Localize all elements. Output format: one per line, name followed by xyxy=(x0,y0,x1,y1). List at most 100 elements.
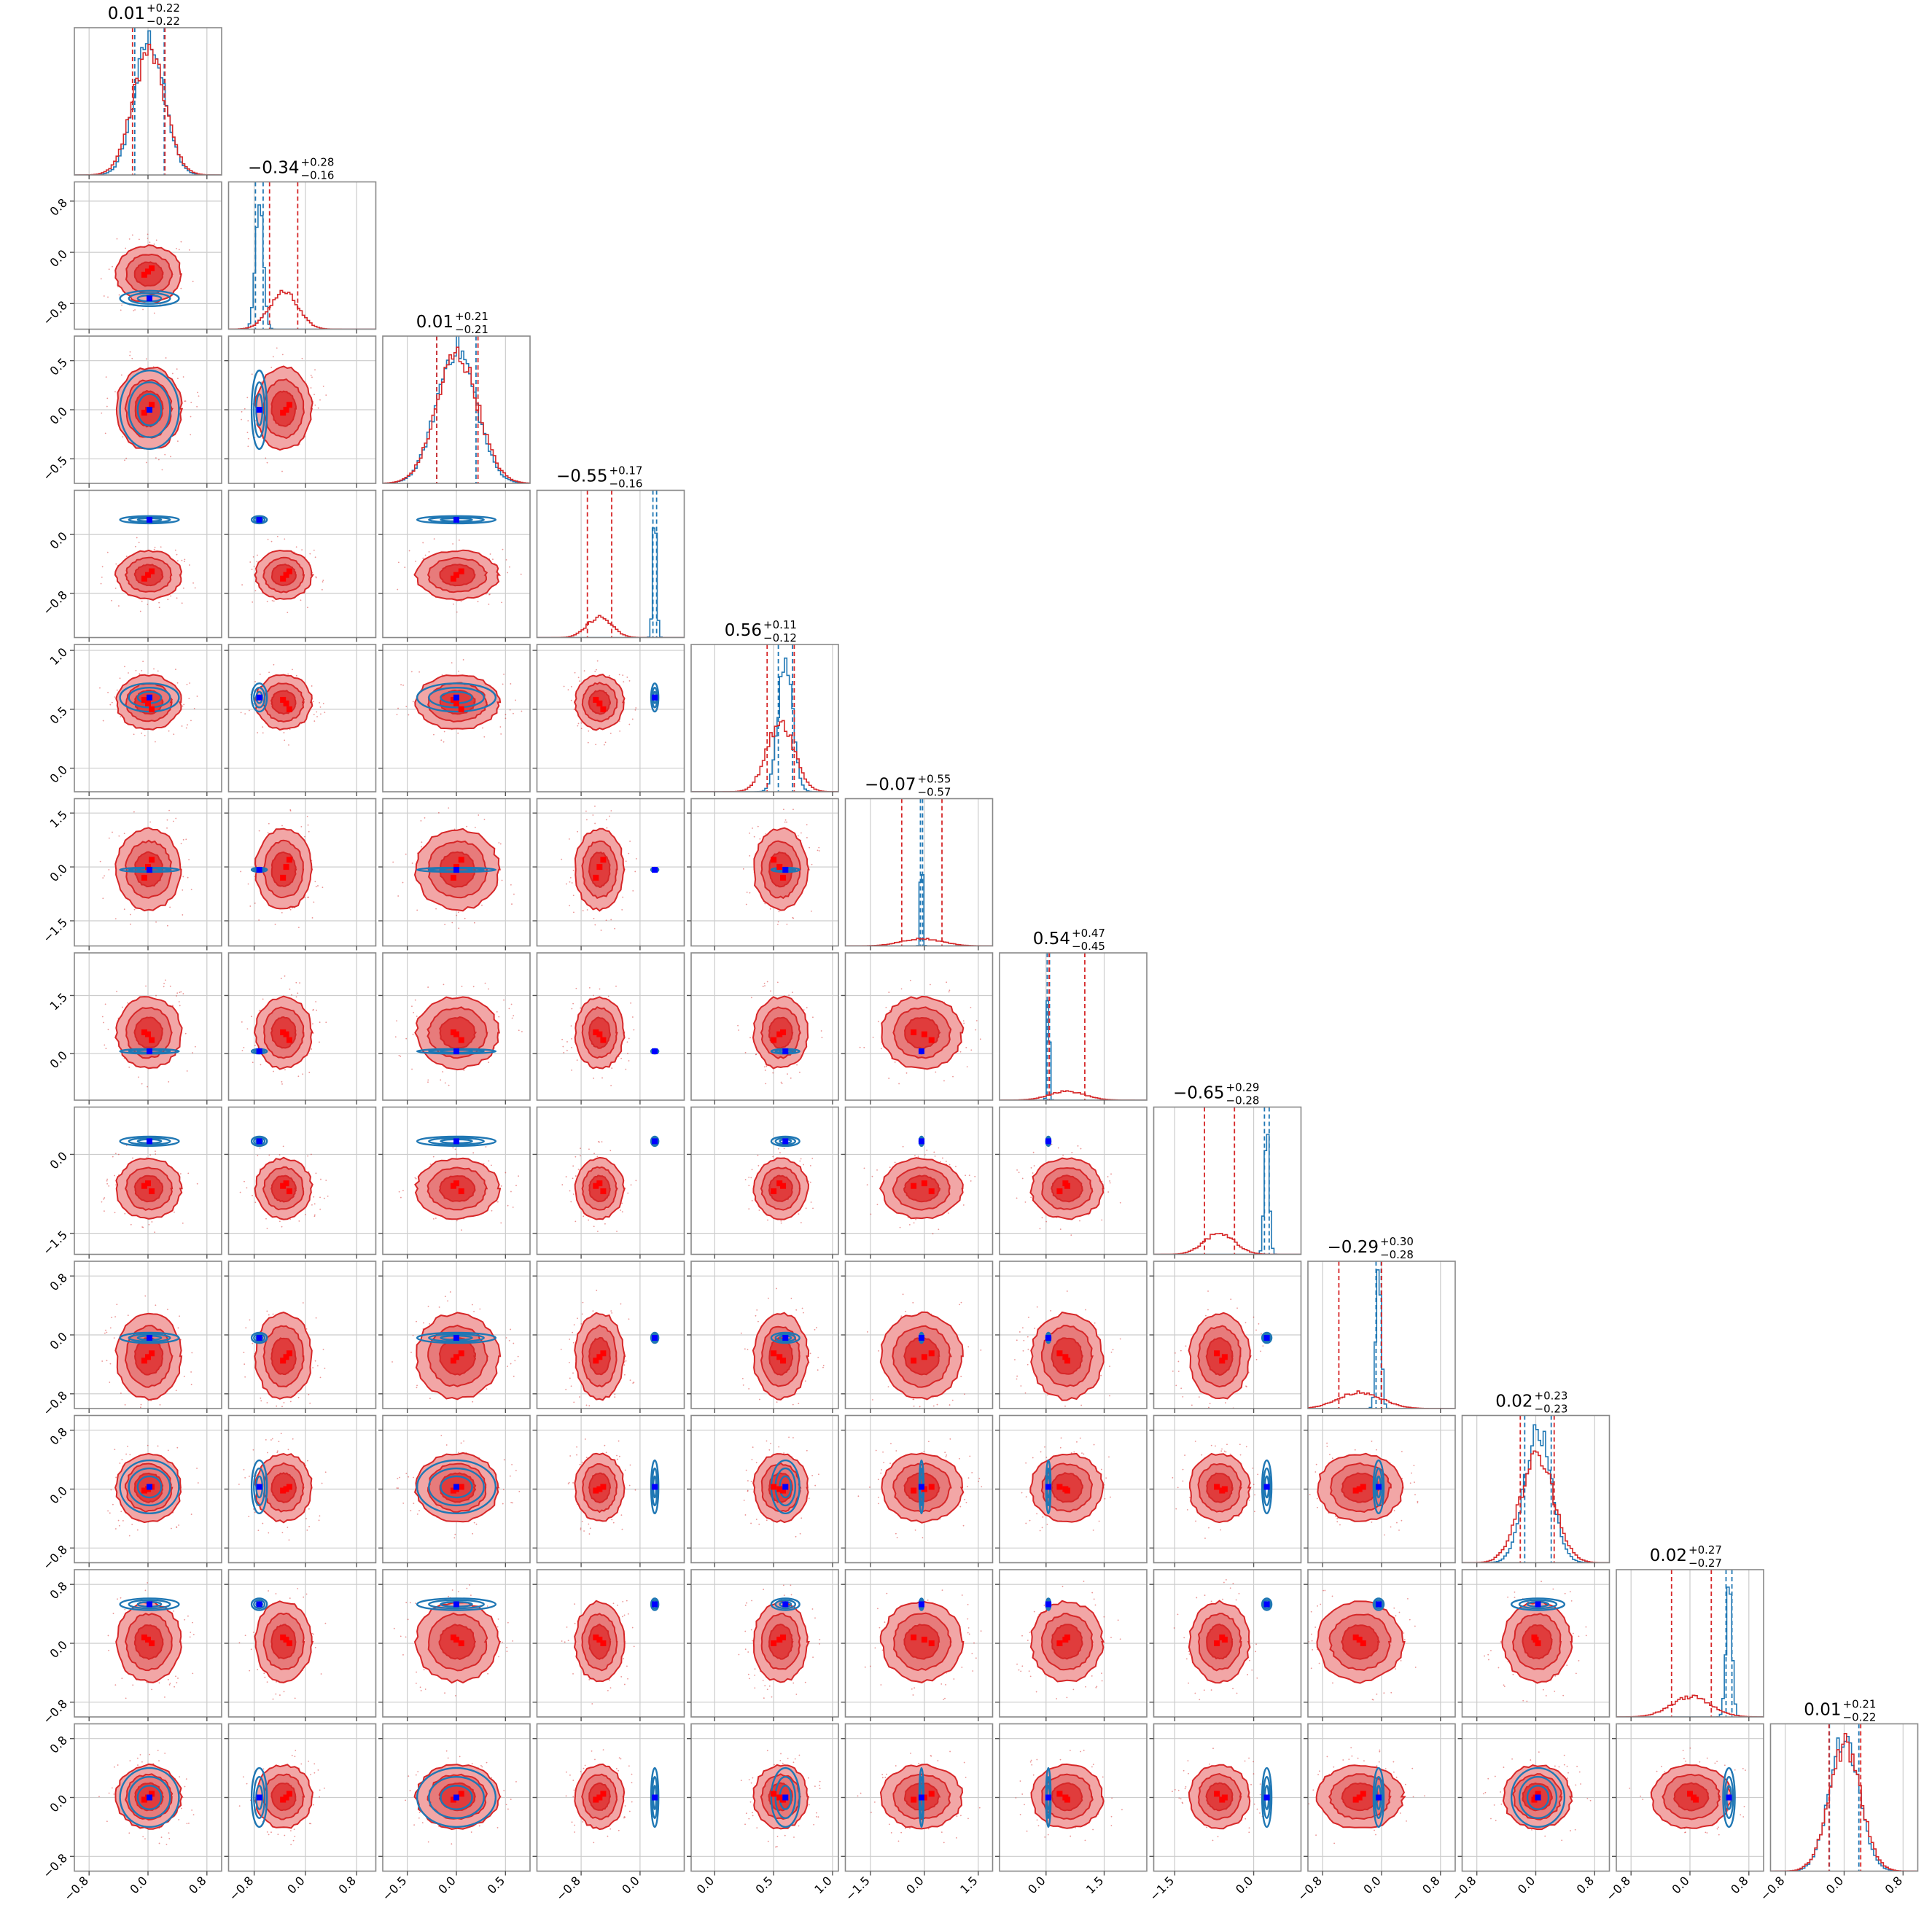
sample-dot xyxy=(634,1489,636,1491)
sample-dot xyxy=(190,1384,192,1385)
sample-dot xyxy=(486,1761,488,1764)
panel-title-value: 0.01 xyxy=(416,313,453,332)
sample-dot xyxy=(408,714,410,716)
sample-dot xyxy=(460,601,462,602)
sample-dot xyxy=(140,1406,141,1409)
sample-dot xyxy=(588,1523,590,1525)
red-truth-marker xyxy=(453,572,459,578)
sample-dot xyxy=(1210,1444,1212,1446)
sample-dot xyxy=(178,249,180,251)
sample-dot xyxy=(1016,1375,1018,1377)
blue-contour-level-0 xyxy=(250,1459,268,1515)
red-truth-marker xyxy=(600,1188,607,1194)
sample-dot xyxy=(109,1363,112,1365)
contour-panel-5-1 xyxy=(224,798,377,951)
panel-content xyxy=(383,1261,530,1409)
sample-dot xyxy=(1685,1760,1687,1762)
sample-dot xyxy=(485,1146,487,1148)
panel-content xyxy=(74,644,222,792)
panel-frame xyxy=(844,952,994,1101)
sample-dot xyxy=(398,1054,400,1056)
sample-dot xyxy=(112,265,113,268)
sample-dot xyxy=(104,1197,106,1199)
sample-dot xyxy=(748,1678,750,1680)
sample-dot xyxy=(518,1175,519,1177)
sample-dot xyxy=(259,673,261,675)
sample-dot xyxy=(322,887,324,889)
sample-dot xyxy=(509,566,510,568)
panel-frame xyxy=(227,952,377,1101)
sample-dot xyxy=(273,663,275,666)
sample-dot xyxy=(318,1519,320,1522)
sample-dot xyxy=(1248,1831,1250,1834)
panel-content xyxy=(74,953,222,1100)
red-truth-marker xyxy=(280,1183,287,1189)
sample-dot xyxy=(635,1180,637,1182)
sample-dot xyxy=(313,1804,314,1806)
sample-dot xyxy=(1573,1632,1574,1635)
sample-dot xyxy=(1021,1177,1024,1180)
sample-dot xyxy=(159,1403,161,1406)
sample-dot xyxy=(295,546,297,548)
red-truth-marker xyxy=(149,568,155,574)
sample-dot xyxy=(471,1304,473,1306)
sample-dot xyxy=(176,995,177,997)
panel-content xyxy=(1153,1415,1301,1563)
sample-dot xyxy=(103,295,105,297)
sample-dot xyxy=(416,1320,417,1323)
panel-content xyxy=(228,490,376,638)
sample-dot xyxy=(272,1698,274,1700)
red-contour-level-2 xyxy=(133,1175,164,1203)
sample-dot xyxy=(621,1528,623,1530)
sample-dot xyxy=(573,1324,575,1326)
sample-dot xyxy=(1039,1228,1041,1230)
sample-dot xyxy=(311,917,313,919)
sample-dot xyxy=(967,1346,970,1348)
sample-dot xyxy=(562,1045,564,1048)
sample-dot xyxy=(772,1072,774,1074)
sample-dot xyxy=(502,548,504,550)
sample-dot xyxy=(753,835,755,838)
sample-dot xyxy=(577,725,579,727)
red-truth-marker xyxy=(280,696,287,703)
sample-dot xyxy=(149,821,151,823)
sample-dot xyxy=(136,1529,139,1531)
sample-dot xyxy=(819,1643,820,1645)
sample-dot xyxy=(764,1070,766,1071)
sample-dot xyxy=(777,1148,779,1150)
sample-dot xyxy=(1018,1669,1020,1671)
sample-dot xyxy=(108,837,110,839)
red-contour-level-2 xyxy=(903,1175,941,1203)
sample-dot xyxy=(894,1062,896,1063)
sample-dot xyxy=(580,1148,581,1150)
red-truth-marker xyxy=(141,1183,147,1189)
blue-truth-marker xyxy=(256,867,262,873)
sample-dot xyxy=(1083,1453,1085,1455)
sample-dot xyxy=(1112,1349,1114,1351)
sample-dot xyxy=(814,1617,816,1619)
sample-dot xyxy=(1210,1600,1212,1602)
red-truth-marker xyxy=(928,1188,935,1194)
red-truth-marker xyxy=(149,857,155,863)
sample-dot xyxy=(1238,1592,1240,1594)
sample-dot xyxy=(109,1327,112,1329)
sample-dot xyxy=(142,1836,144,1838)
sample-dot xyxy=(560,1348,562,1350)
sample-dot xyxy=(153,548,155,550)
sample-dot xyxy=(1250,1783,1252,1785)
sample-dot xyxy=(588,1148,590,1150)
sample-dot xyxy=(168,1081,170,1083)
sample-dot xyxy=(1484,1791,1487,1793)
sample-dot xyxy=(962,1204,965,1206)
sample-dot xyxy=(979,1038,981,1040)
sample-dot xyxy=(322,1348,324,1350)
blue-truth-marker xyxy=(918,1048,924,1055)
sample-dot xyxy=(949,1404,951,1406)
sample-dot xyxy=(325,1180,327,1181)
sample-dot xyxy=(1530,1759,1532,1761)
panel-content xyxy=(845,1723,993,1871)
sample-dot xyxy=(147,604,149,605)
contour-panel-2-0: −0.50.00.5 xyxy=(40,335,222,488)
sample-dot xyxy=(252,1062,254,1064)
sample-dot xyxy=(616,1454,618,1457)
